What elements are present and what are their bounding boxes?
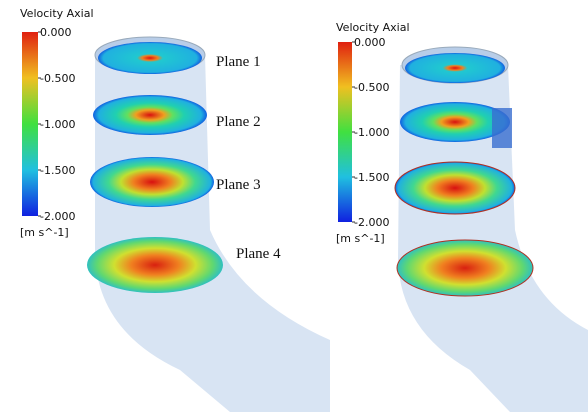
- plane: [93, 95, 207, 135]
- tick-label: -1.500: [354, 171, 389, 184]
- colorbar-title: Velocity Axial: [336, 21, 410, 34]
- plane-label: Plane 4: [236, 246, 281, 262]
- vortex-structure: [492, 108, 512, 148]
- colorbar: Velocity Axial 0.000 -0.500 -1.000 -1.500 -2.…: [336, 21, 410, 245]
- plane: [405, 53, 505, 83]
- tick-label: -0.500: [354, 81, 389, 94]
- plane: [400, 102, 510, 142]
- tick-label: 0.000: [40, 26, 72, 39]
- plane-label: Plane 3: [216, 177, 261, 193]
- plane: [394, 161, 516, 215]
- colorbar-bar: [338, 42, 352, 222]
- tick-label: -1.500: [40, 164, 75, 177]
- divider: [330, 0, 333, 412]
- tick-label: -0.500: [40, 72, 75, 85]
- plane-label: Plane 1: [216, 54, 261, 70]
- plane: [87, 237, 223, 293]
- pipe: [398, 65, 588, 412]
- colorbar-bar: [22, 32, 38, 216]
- colorbar-unit: [m s^-1]: [336, 232, 385, 245]
- pipe: [95, 55, 330, 412]
- colorbar-title: Velocity Axial: [20, 7, 94, 20]
- plane-label: Plane 2: [216, 114, 261, 130]
- tick-label: -2.000: [354, 216, 389, 229]
- tick-label: 0.000: [354, 36, 386, 49]
- plane: [396, 239, 534, 297]
- plane: [90, 157, 214, 207]
- tick-label: -2.000: [40, 210, 75, 223]
- plane: [98, 42, 202, 74]
- tick-label: -1.000: [40, 118, 75, 131]
- left-panel: Plane 1 Plane 2 Plane 3 Plane 4: [87, 36, 330, 412]
- tick-label: -1.000: [354, 126, 389, 139]
- colorbar: Velocity Axial 0.000 -0.500 -1.000 -1.500 -2.…: [20, 7, 94, 239]
- colorbar-unit: [m s^-1]: [20, 226, 69, 239]
- right-panel: [394, 46, 588, 412]
